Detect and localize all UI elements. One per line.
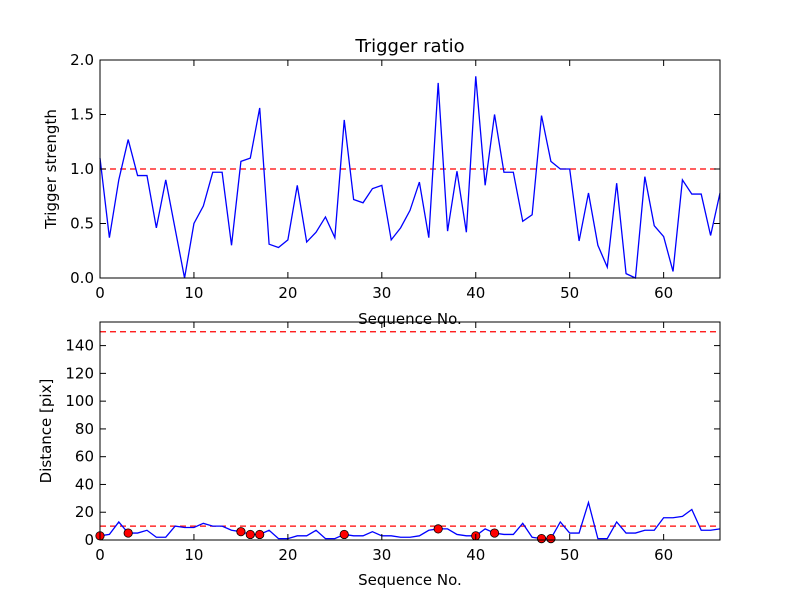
x-tick-label: 20 (278, 284, 297, 302)
x-tick-label: 0 (95, 546, 105, 564)
x-tick-label: 60 (654, 284, 673, 302)
distance-panel: Sequence No. Distance [pix] 0 10 20 30 40 50 6… (37, 321, 721, 589)
x-axis-label: Sequence No. (358, 310, 462, 328)
chart-title: Trigger ratio (354, 36, 464, 57)
x-tick-label: 50 (560, 546, 579, 564)
trigger-ratio-panel: Trigger ratio Sequence No. Trigger stren… (42, 36, 721, 328)
y-tick-label: 140 (65, 337, 94, 355)
y-tick-label: 1.5 (70, 106, 94, 124)
series-line (99, 76, 721, 279)
y-axis-label: Distance [pix] (37, 379, 55, 484)
y-tick-label: 80 (75, 420, 94, 438)
x-tick-label: 40 (466, 284, 485, 302)
x-tick-label: 50 (560, 284, 579, 302)
data-point (236, 527, 246, 537)
y-tick-label: 120 (65, 364, 94, 382)
y-axis-label: Trigger strength (42, 109, 60, 230)
data-point (255, 529, 265, 540)
y-tick-label: 0 (84, 531, 94, 549)
y-tick-label: 40 (75, 475, 94, 493)
data-point (123, 528, 133, 538)
y-tick-label: 60 (75, 448, 94, 466)
data-point (339, 529, 349, 540)
x-tick-label: 20 (278, 546, 297, 564)
x-tick-label: 60 (654, 546, 673, 564)
x-tick-label: 30 (372, 284, 391, 302)
data-point (536, 534, 547, 544)
x-tick-label: 0 (95, 284, 105, 302)
y-tick-label: 100 (65, 392, 94, 410)
series-line (99, 500, 721, 540)
y-tick-label: 0.0 (70, 269, 94, 287)
y-tick-label: 1.0 (70, 160, 94, 178)
data-point (245, 529, 255, 540)
data-point (489, 528, 500, 538)
y-tick-label: 20 (75, 503, 94, 521)
x-tick-label: 40 (466, 546, 485, 564)
x-axis-label: Sequence No. (358, 571, 462, 589)
plot-frame (99, 321, 721, 541)
data-point (433, 524, 443, 534)
y-tick-label: 0.5 (70, 215, 94, 233)
x-tick-label: 30 (372, 546, 391, 564)
y-tick-label: 2.0 (70, 51, 94, 69)
x-tick-label: 10 (184, 284, 203, 302)
x-tick-label: 10 (184, 546, 203, 564)
data-point (546, 534, 556, 544)
